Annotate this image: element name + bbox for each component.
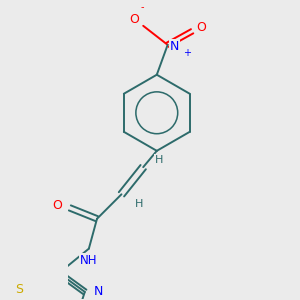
Text: N: N — [94, 285, 103, 298]
Text: +: + — [183, 48, 191, 58]
Text: O: O — [197, 21, 207, 34]
Text: N: N — [170, 40, 179, 53]
Text: H: H — [155, 155, 164, 165]
Text: O: O — [129, 13, 139, 26]
Text: S: S — [16, 283, 23, 296]
Text: NH: NH — [80, 254, 98, 267]
Text: O: O — [53, 199, 62, 212]
Text: -: - — [140, 2, 144, 12]
Text: H: H — [135, 199, 143, 209]
